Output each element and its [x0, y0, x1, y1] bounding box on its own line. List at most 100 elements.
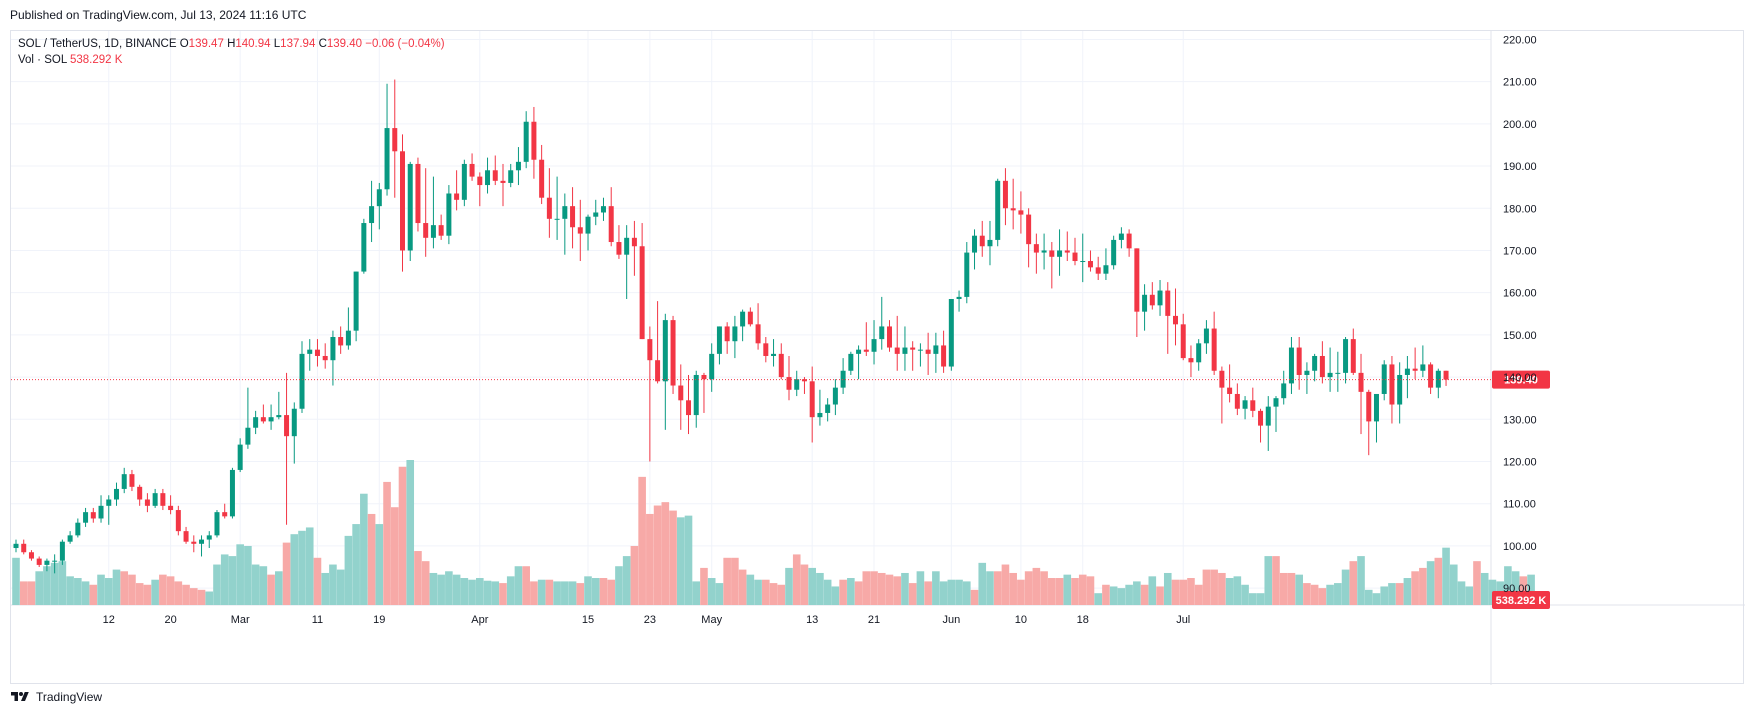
y-tick-label: 100.00: [1503, 541, 1537, 553]
volume-bar: [1449, 564, 1458, 605]
volume-bar: [1202, 569, 1211, 605]
candle-body: [747, 311, 753, 325]
candle-body: [593, 212, 599, 217]
volume-bar: [854, 581, 863, 605]
candle-body: [1327, 372, 1333, 378]
candle-body: [1134, 248, 1140, 312]
volume-bar: [877, 572, 886, 605]
x-tick-label: 21: [868, 614, 880, 626]
candle-body: [1420, 364, 1426, 371]
volume-bar: [1303, 583, 1311, 605]
volume-bar: [684, 515, 693, 605]
volume-bar: [932, 571, 940, 605]
volume-bar: [483, 580, 492, 605]
x-tick-label: 20: [164, 614, 176, 626]
candle-body: [1118, 233, 1124, 240]
volume-bar: [885, 574, 894, 605]
candle-body: [608, 206, 614, 243]
volume-bar: [367, 513, 376, 605]
volume-bar: [499, 583, 507, 605]
candle-body: [245, 427, 251, 445]
volume-bar: [870, 571, 878, 605]
volume-bar: [74, 578, 82, 605]
volume-bar: [723, 557, 731, 605]
x-tick-label: Apr: [471, 614, 488, 626]
candle-body: [1428, 364, 1434, 388]
candle-body: [44, 560, 50, 565]
candle-body: [137, 486, 143, 500]
volume-bar: [1125, 584, 1133, 605]
candle-body: [183, 531, 189, 542]
candle-body: [1234, 393, 1240, 409]
volume-bar: [19, 581, 28, 605]
candle-body: [454, 193, 460, 200]
volume-bar: [89, 584, 98, 605]
candle-body: [1057, 250, 1063, 257]
volume-bar: [622, 556, 631, 605]
volume-bar: [143, 584, 152, 605]
candle-body: [1142, 294, 1148, 312]
volume-bar: [862, 571, 871, 605]
volume-bar: [35, 571, 43, 605]
candle-body: [740, 311, 746, 327]
chart-frame[interactable]: 139.40 538.292 K 90.00 100.00 110.00 120.00 1…: [10, 30, 1745, 685]
volume-bar: [429, 572, 438, 605]
candle-body: [1296, 347, 1302, 375]
candle-body: [59, 541, 65, 561]
candle-body: [500, 180, 506, 183]
candle-body: [1312, 355, 1318, 371]
volume-bar: [746, 574, 755, 605]
candle-body: [1389, 364, 1395, 405]
candle-body: [1258, 410, 1264, 426]
candle-body: [237, 444, 243, 470]
candle-body: [1149, 294, 1155, 306]
y-tick-label: 170.00: [1503, 245, 1537, 257]
candle-body: [144, 499, 150, 506]
volume-bar: [1504, 566, 1512, 605]
volume-bar: [738, 569, 747, 605]
volume-bar: [638, 476, 646, 605]
volume-bar: [537, 579, 546, 605]
volume-bar: [1187, 578, 1195, 605]
volume-bar: [792, 554, 801, 605]
candle-body: [1033, 244, 1039, 253]
volume-bar: [808, 567, 816, 605]
volume-bar: [661, 502, 670, 605]
footer-brand: TradingView: [36, 690, 103, 704]
volume-bar: [1017, 579, 1025, 605]
candle-body: [36, 558, 42, 565]
candle-body: [1304, 370, 1310, 375]
volume-bar: [1411, 571, 1419, 605]
volume-bar: [1380, 586, 1389, 605]
candle-body: [1188, 358, 1194, 363]
candle-body: [546, 197, 552, 219]
candle-body: [1026, 214, 1032, 245]
candle-body: [778, 353, 784, 378]
candle-body: [21, 543, 27, 553]
candle-body: [384, 128, 390, 190]
volume-bar: [50, 562, 59, 605]
volume-bar: [916, 571, 925, 605]
close-value: 139.40: [326, 38, 363, 50]
last-volume-tag: [1492, 591, 1550, 609]
volume-bar: [1403, 578, 1412, 605]
volume-bar: [406, 460, 415, 605]
volume-bar: [962, 581, 971, 605]
volume-bar: [561, 581, 569, 605]
candle-body: [345, 330, 351, 346]
volume-bar: [1233, 576, 1242, 605]
candle-body: [299, 353, 305, 409]
y-tick-label: 110.00: [1503, 499, 1536, 511]
candle-body: [840, 370, 846, 388]
candle-body: [121, 474, 127, 489]
candle-body: [52, 560, 58, 562]
volume-bar: [762, 579, 770, 605]
volume-bar: [1256, 593, 1265, 605]
candle-body: [1250, 400, 1256, 411]
candle-body: [523, 121, 529, 162]
volume-bar: [12, 557, 20, 605]
volume-bar: [1465, 586, 1474, 605]
volume-bar: [553, 581, 561, 605]
volume-bar: [970, 589, 979, 605]
